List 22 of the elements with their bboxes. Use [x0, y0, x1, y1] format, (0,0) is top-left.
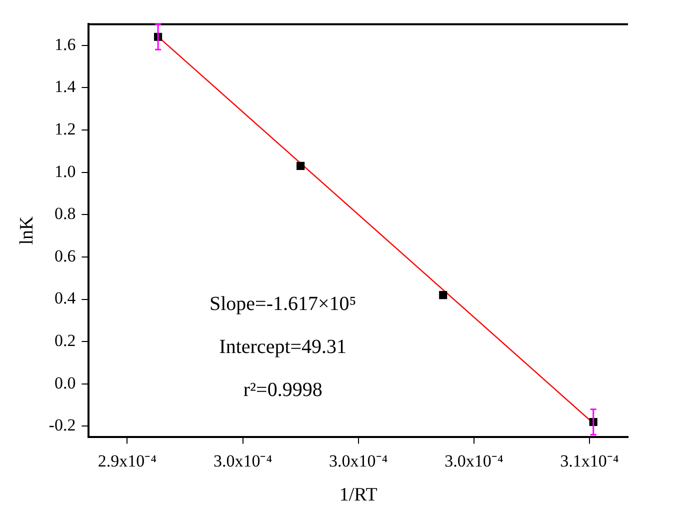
y-tick-label: 1.0 [54, 162, 76, 181]
y-tick-label: 0.4 [54, 288, 76, 308]
x-tick-label: 2.9x10⁻⁴ [98, 451, 157, 470]
y-tick-label: 0.2 [54, 331, 76, 350]
y-tick-label: -0.2 [48, 416, 76, 435]
annotation: Intercept=49.31 [219, 336, 347, 358]
point [439, 291, 448, 300]
annotation: r²=0.9998 [243, 379, 322, 402]
x-tick-label: 3.0x10⁻⁴ [213, 451, 272, 470]
y-tick-label: 0.8 [54, 204, 76, 224]
annotation: Slope=-1.617×10⁵ [209, 293, 356, 316]
y-tick-label: 1.4 [54, 77, 76, 96]
y-tick-label: 0.6 [54, 246, 76, 266]
x-tick-label: 3.0x10⁻⁴ [444, 451, 504, 470]
y-tick-label: 1.6 [54, 34, 76, 54]
x-axis-title: 1/RT [339, 484, 378, 506]
x-tick-label: 3.1x10⁻⁴ [560, 451, 619, 470]
y-axis-title: lnK [16, 216, 38, 245]
point [296, 162, 305, 170]
y-tick-label: 0.0 [54, 373, 76, 392]
x-tick-label: 3.0x10⁻⁴ [329, 451, 388, 470]
y-tick-label: 1.2 [54, 119, 76, 138]
